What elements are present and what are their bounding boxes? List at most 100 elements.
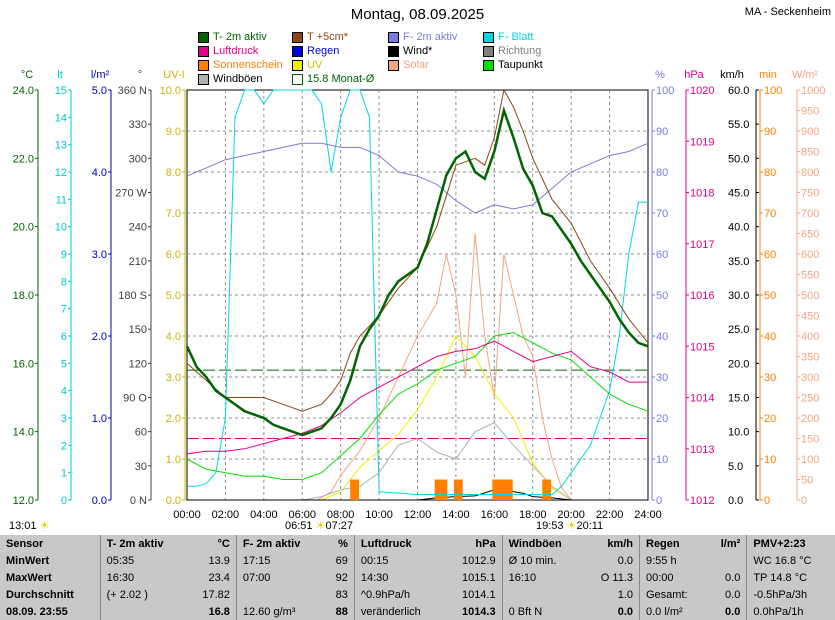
stats-cell: 17:15: [236, 552, 323, 569]
stats-header-row: Sensor T- 2m aktiv °C F- 2m aktiv % Luft…: [0, 535, 835, 552]
left-axis-tick-label: 1.0: [92, 413, 107, 425]
right-axis-tick-label: 650: [801, 229, 819, 241]
stats-cell: 0.0: [584, 603, 640, 620]
left-axis-tick-label: 240: [129, 222, 147, 234]
left-axis-tick-label: 8: [61, 276, 67, 288]
stats-cell: MaxWert: [0, 569, 100, 586]
stats-cell: 0.0: [707, 603, 747, 620]
stats-cell: 14:30: [354, 569, 444, 586]
right-axis-tick-label: 950: [801, 106, 819, 118]
right-axis-tick-label: 40: [764, 331, 776, 343]
sunshine-bar: [442, 480, 447, 501]
left-axis-tick-label: 2: [61, 440, 67, 452]
stats-header: F- 2m aktiv: [236, 535, 323, 552]
right-axis-tick-label: 100: [656, 85, 674, 97]
x-tick-label: 00:00: [173, 509, 201, 521]
left-axis-tick-label: 30: [135, 461, 147, 473]
right-axis-tick-label: 20.0: [728, 358, 749, 370]
stats-header: Windböen: [502, 535, 584, 552]
right-axis-tick-label: 10: [764, 454, 776, 466]
stats-cell: 0.0hPa/1h: [747, 603, 835, 620]
left-axis-tick-label: 2.0: [166, 413, 181, 425]
stats-cell: TP 14.8 °C: [747, 569, 835, 586]
right-axis-tick-label: 1012: [690, 495, 714, 507]
stats-row: Durchschnitt (+ 2.02 ) 17.82 83 ^0.9hPa/…: [0, 586, 835, 603]
sunshine-bar: [508, 480, 513, 501]
left-axis-tick-label: 1.0: [166, 454, 181, 466]
stats-cell: 0.0 l/m²: [640, 603, 707, 620]
stats-cell: ^0.9hPa/h: [354, 586, 444, 603]
left-axis-tick-label: 0.0: [92, 495, 107, 507]
left-axis-tick-label: 10: [55, 222, 67, 234]
stats-cell: 17.82: [187, 586, 237, 603]
right-axis-tick-label: 20: [656, 413, 668, 425]
left-axis-tick-label: 6: [61, 331, 67, 343]
stats-cell: 0 Bft N: [502, 603, 584, 620]
right-axis-tick-label: 500: [801, 290, 819, 302]
right-axis-tick-label: 5.0: [728, 461, 743, 473]
stats-header: Sensor: [0, 535, 100, 552]
stats-cell: Gesamt:: [640, 586, 707, 603]
right-axis-tick-label: 50: [801, 475, 813, 487]
stats-cell: [707, 552, 747, 569]
left-axis-tick-label: 24.0: [13, 85, 34, 97]
left-axis-tick-label: 7: [61, 304, 67, 316]
left-axis-tick-label: 210: [129, 256, 147, 268]
right-axis-tick-label: 1000: [801, 85, 825, 97]
left-axis-tick-label: 13: [55, 140, 67, 152]
right-axis-tick-label: 200: [801, 413, 819, 425]
left-axis-unit: °C: [21, 69, 33, 81]
stats-cell: 16.8: [187, 603, 237, 620]
right-axis-tick-label: 0: [801, 495, 807, 507]
left-axis-tick-label: 330: [129, 119, 147, 131]
weather-chart: 00:00 02:00 04:00 06:00 08:00 10:00 12:00 14:00…: [0, 0, 835, 535]
stats-cell: 08.09. 23:55: [0, 603, 100, 620]
right-axis-tick-label: 80: [764, 167, 776, 179]
stats-header: T- 2m aktiv: [100, 535, 186, 552]
stats-table: Sensor T- 2m aktiv °C F- 2m aktiv % Luft…: [0, 535, 835, 620]
left-axis-unit: °: [138, 69, 142, 81]
right-axis-tick-label: 80: [656, 167, 668, 179]
left-axis-tick-label: 3.0: [166, 372, 181, 384]
x-tick-label: 04:00: [250, 509, 278, 521]
left-axis-tick-label: 300: [129, 153, 147, 165]
right-axis-tick-label: 0.0: [728, 495, 743, 507]
left-axis-tick-label: 120: [129, 358, 147, 370]
right-axis-tick-label: 45.0: [728, 188, 749, 200]
right-axis-unit: min: [759, 69, 777, 81]
stats-cell: 00:00: [640, 569, 707, 586]
right-axis-tick-label: 70: [764, 208, 776, 220]
left-axis-tick-label: 270 W: [115, 188, 147, 200]
right-axis-unit: hPa: [684, 69, 704, 81]
stats-header: °C: [187, 535, 237, 552]
left-axis-tick-label: 11: [56, 194, 67, 206]
right-axis-tick-label: 90: [656, 126, 668, 138]
left-axis-tick-label: 6.0: [166, 249, 181, 261]
left-axis-tick-label: 360 N: [118, 85, 147, 97]
left-axis-tick-label: 5: [61, 358, 67, 370]
stats-cell: 16:30: [100, 569, 186, 586]
left-axis-tick-label: 14: [55, 112, 67, 124]
stats-header: hPa: [445, 535, 503, 552]
left-axis-tick-label: 7.0: [166, 208, 181, 220]
right-axis-tick-label: 1016: [690, 290, 714, 302]
stats-cell: 13.9: [187, 552, 237, 569]
x-tick-label: 02:00: [212, 509, 240, 521]
right-axis-tick-label: 1017: [690, 239, 714, 251]
right-axis-tick-label: 30.0: [728, 290, 749, 302]
left-axis-tick-label: 0: [61, 495, 67, 507]
right-axis-tick-label: 35.0: [728, 256, 749, 268]
left-axis-tick-label: 18.0: [13, 290, 34, 302]
stats-cell: 1014.3: [445, 603, 503, 620]
right-axis-tick-label: 750: [801, 188, 819, 200]
stats-cell: 88: [324, 603, 355, 620]
x-tick-label: 12:00: [404, 509, 432, 521]
stats-cell: [502, 586, 584, 603]
stats-cell: 16:10: [502, 569, 584, 586]
stats-cell: 1012.9: [445, 552, 503, 569]
right-axis-tick-label: 300: [801, 372, 819, 384]
left-axis-unit: lt: [57, 69, 63, 81]
right-axis-tick-label: 50: [656, 290, 668, 302]
left-axis-tick-label: 5.0: [166, 290, 181, 302]
x-tick-label: 14:00: [442, 509, 470, 521]
